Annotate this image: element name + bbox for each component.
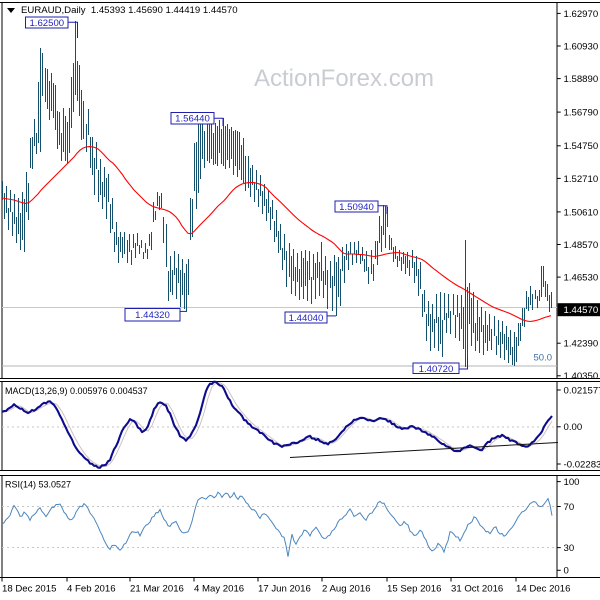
svg-text:0.021577: 0.021577 <box>564 385 600 396</box>
svg-text:15 Sep 2016: 15 Sep 2016 <box>387 584 441 595</box>
svg-text:1.56440: 1.56440 <box>175 114 210 125</box>
svg-text:31 Oct 2016: 31 Oct 2016 <box>451 584 503 595</box>
svg-text:1.40720: 1.40720 <box>419 364 454 375</box>
svg-text:1.60930: 1.60930 <box>564 41 599 52</box>
svg-text:70: 70 <box>564 502 575 513</box>
svg-text:1.46530: 1.46530 <box>564 273 599 284</box>
svg-text:-0.022833: -0.022833 <box>564 459 600 470</box>
svg-text:4 May 2016: 4 May 2016 <box>194 584 244 595</box>
svg-text:1.48570: 1.48570 <box>564 240 599 251</box>
svg-text:18 Dec 2015: 18 Dec 2015 <box>2 584 56 595</box>
svg-text:1.50940: 1.50940 <box>339 202 374 213</box>
svg-text:MACD(13,26,9) 0.005976 0.00453: MACD(13,26,9) 0.005976 0.004537 <box>5 386 148 396</box>
svg-text:1.54750: 1.54750 <box>564 141 599 152</box>
svg-text:17 Jun 2016: 17 Jun 2016 <box>258 584 311 595</box>
svg-text:0: 0 <box>564 566 569 577</box>
svg-text:50.0: 50.0 <box>534 353 553 364</box>
svg-text:1.62970: 1.62970 <box>564 9 599 20</box>
svg-text:21 Mar 2016: 21 Mar 2016 <box>130 584 184 595</box>
svg-text:30: 30 <box>564 543 575 554</box>
svg-text:1.44320: 1.44320 <box>135 310 170 321</box>
svg-text:1.52710: 1.52710 <box>564 174 599 185</box>
svg-text:1.58890: 1.58890 <box>564 74 599 85</box>
svg-text:2 Aug 2016: 2 Aug 2016 <box>322 584 371 595</box>
svg-text:1.50610: 1.50610 <box>564 207 599 218</box>
svg-text:1.56790: 1.56790 <box>564 108 599 119</box>
svg-text:ActionForex.com: ActionForex.com <box>254 65 434 92</box>
svg-text:RSI(14) 53.0527: RSI(14) 53.0527 <box>5 480 71 490</box>
svg-text:4 Feb 2016: 4 Feb 2016 <box>67 584 116 595</box>
svg-text:1.40350: 1.40350 <box>564 371 599 382</box>
svg-text:100: 100 <box>564 477 580 488</box>
svg-text:0.00: 0.00 <box>564 422 583 433</box>
svg-text:1.44040: 1.44040 <box>289 313 324 324</box>
svg-text:1.62500: 1.62500 <box>29 18 64 29</box>
svg-text:EURAUD,Daily 1.45393 1.45690: EURAUD,Daily 1.45393 1.45690 1.44419 1.4… <box>21 5 238 16</box>
svg-text:1.42390: 1.42390 <box>564 339 599 350</box>
svg-text:1.44570: 1.44570 <box>564 305 599 316</box>
svg-text:14 Dec 2016: 14 Dec 2016 <box>516 584 570 595</box>
